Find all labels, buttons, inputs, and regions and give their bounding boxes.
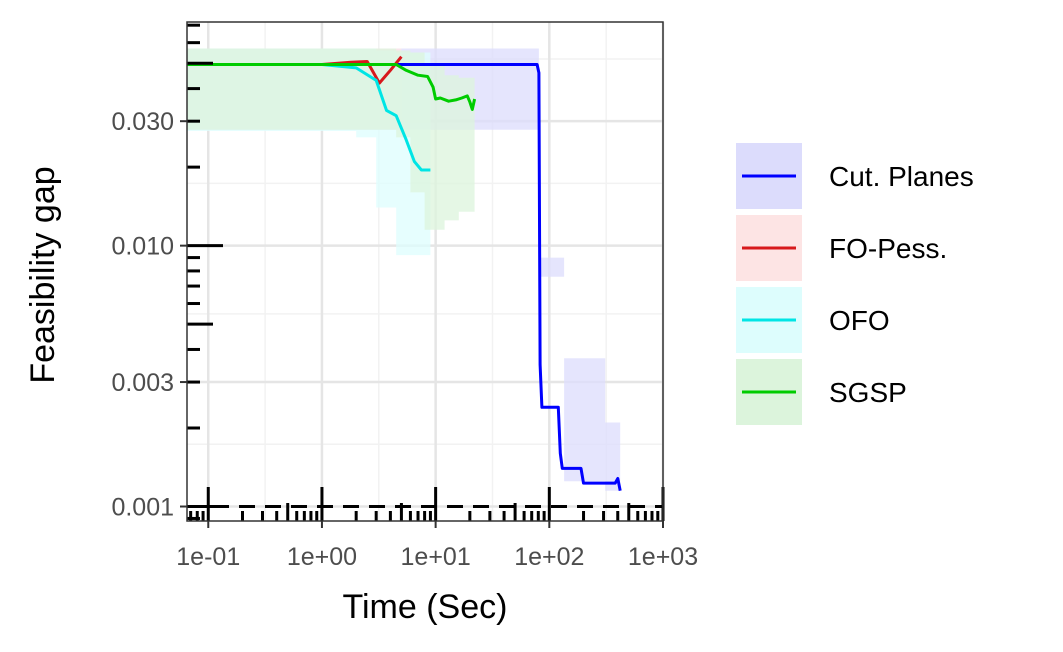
- y-tick-label: 0.001: [111, 494, 174, 522]
- y-axis-title: Feasibility gap: [24, 166, 62, 383]
- line-sgsp: [187, 63, 477, 111]
- legend: Cut. Planes FO-Pess. OFO SGSP: [736, 143, 974, 425]
- line-cut-planes: [187, 63, 622, 491]
- x-axis-title: Time (Sec): [343, 588, 508, 626]
- x-tick-label: 1e-01: [176, 543, 240, 571]
- x-tick-label: 1e+03: [628, 543, 698, 571]
- series-lines: [187, 55, 622, 491]
- x-tick-label: 1e+02: [514, 543, 584, 571]
- panel-border: [186, 21, 664, 522]
- confidence-bands: [187, 48, 621, 491]
- y-tick-label: 0.003: [111, 369, 174, 397]
- axis-ticks: [180, 120, 664, 528]
- legend-label-ofo: OFO: [829, 305, 890, 336]
- x-tick-label: 1e+00: [287, 543, 357, 571]
- y-tick-label: 0.030: [111, 108, 174, 136]
- band-sgsp: [187, 48, 475, 230]
- tick-labels: 1e-01 1e+00 1e+01 1e+02 1e+03 0.001 0.003 0.010…: [111, 108, 698, 571]
- legend-label-fo-pess-: FO-Pess.: [829, 233, 947, 264]
- rug-ticks: [187, 23, 665, 521]
- x-tick-label: 1e+01: [401, 543, 471, 571]
- y-tick-label: 0.010: [111, 233, 174, 261]
- legend-label-cut-planes: Cut. Planes: [829, 161, 974, 192]
- line-ofo: [187, 63, 431, 172]
- legend-label-sgsp: SGSP: [829, 377, 907, 408]
